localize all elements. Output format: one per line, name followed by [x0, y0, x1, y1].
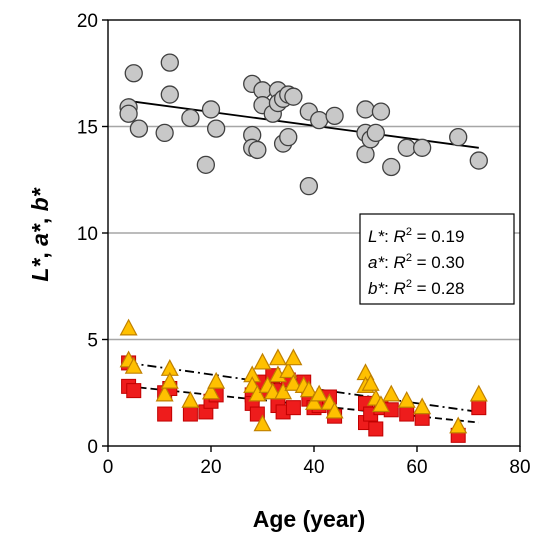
l-data-point: [299, 176, 319, 196]
b-data-point: [305, 393, 323, 410]
x-axis-title: Age (year): [253, 506, 365, 532]
l-data-point: [119, 104, 138, 123]
b-data-point: [361, 373, 380, 391]
l-data-point: [382, 157, 401, 177]
b-data-point: [284, 348, 303, 366]
y-axis-title: L*, a*, b*: [27, 187, 53, 281]
legend-box: [359, 213, 515, 305]
b-data-point: [279, 361, 298, 379]
b-data-point: [325, 401, 344, 419]
legend-var: b*: [368, 279, 385, 298]
b-data-point: [181, 390, 200, 408]
b-data-point: [268, 348, 287, 366]
l-data-point: [371, 102, 391, 121]
l-data-point: [366, 123, 385, 143]
b-data-point: [299, 380, 318, 398]
a-data-point: [157, 406, 173, 422]
l-data-point: [129, 119, 149, 138]
b-data-point: [253, 414, 272, 432]
b-data-point: [253, 352, 272, 370]
b-data-point: [413, 397, 432, 415]
legend-var: a*: [368, 253, 385, 272]
x-tick-label: 20: [200, 457, 221, 478]
b-data-point: [284, 373, 303, 391]
b-data-point: [119, 318, 138, 336]
b-data-point: [371, 395, 390, 413]
y-tick-label: 10: [77, 224, 98, 245]
a-data-point: [471, 400, 487, 416]
l-data-point: [469, 151, 488, 170]
l-data-point: [181, 108, 200, 128]
legend: L*: R2 = 0.19 a*: R2 = 0.30 b*: R2 = 0.2…: [359, 213, 515, 305]
a-data-point: [285, 400, 301, 416]
b-data-point: [382, 384, 401, 402]
b-data-point: [124, 356, 143, 374]
a-data-point: [182, 406, 198, 422]
l-data-point: [356, 100, 375, 119]
b-data-point: [160, 371, 179, 389]
l-data-point: [309, 110, 329, 130]
b-data-point: [202, 382, 220, 400]
y-tick-label: 0: [87, 437, 98, 458]
b-data-point: [397, 390, 416, 408]
y-tick-label: 20: [77, 11, 98, 32]
l-data-point: [196, 155, 216, 174]
data-points: [119, 53, 488, 443]
l-data-point: [284, 87, 303, 106]
l-data-point: [325, 106, 344, 125]
axes: [102, 19, 521, 452]
l-data-point: [279, 127, 298, 147]
x-tick-label: 0: [103, 457, 114, 478]
l-data-point: [248, 140, 267, 160]
legend-entry-a: a*: R2 = 0.30: [368, 252, 464, 272]
legend-entry-b: b*: R2 = 0.28: [368, 278, 464, 298]
a-data-point: [368, 421, 384, 437]
b-data-point: [469, 384, 488, 402]
a-data-point: [126, 383, 142, 399]
y-tick-label: 15: [77, 118, 98, 139]
l-data-point: [160, 85, 179, 104]
b-data-point: [248, 384, 267, 402]
b-data-point: [207, 371, 226, 389]
b-data-point: [449, 416, 468, 434]
b-data-point: [274, 382, 293, 400]
y-tick-label: 5: [87, 331, 98, 352]
x-tick-label: 60: [406, 457, 427, 478]
l-data-point: [412, 138, 432, 157]
x-tick-label: 40: [303, 457, 324, 478]
b-data-point: [155, 384, 174, 402]
tick-labels: 0 5 10 15 20 0 20 40 60 80: [77, 11, 531, 478]
l-data-point: [160, 53, 179, 72]
x-tick-label: 80: [509, 457, 530, 478]
l-data-point: [397, 138, 416, 157]
l-data-point: [201, 100, 221, 119]
a-data-point: [399, 406, 415, 422]
legend-var: L*: [368, 227, 385, 246]
l-data-point: [449, 127, 468, 147]
l-data-point: [124, 64, 143, 83]
l-data-point: [155, 123, 174, 143]
l-data-point: [206, 119, 226, 138]
b-data-point: [310, 384, 329, 402]
legend-entry-l: L*: R2 = 0.19: [368, 226, 464, 246]
